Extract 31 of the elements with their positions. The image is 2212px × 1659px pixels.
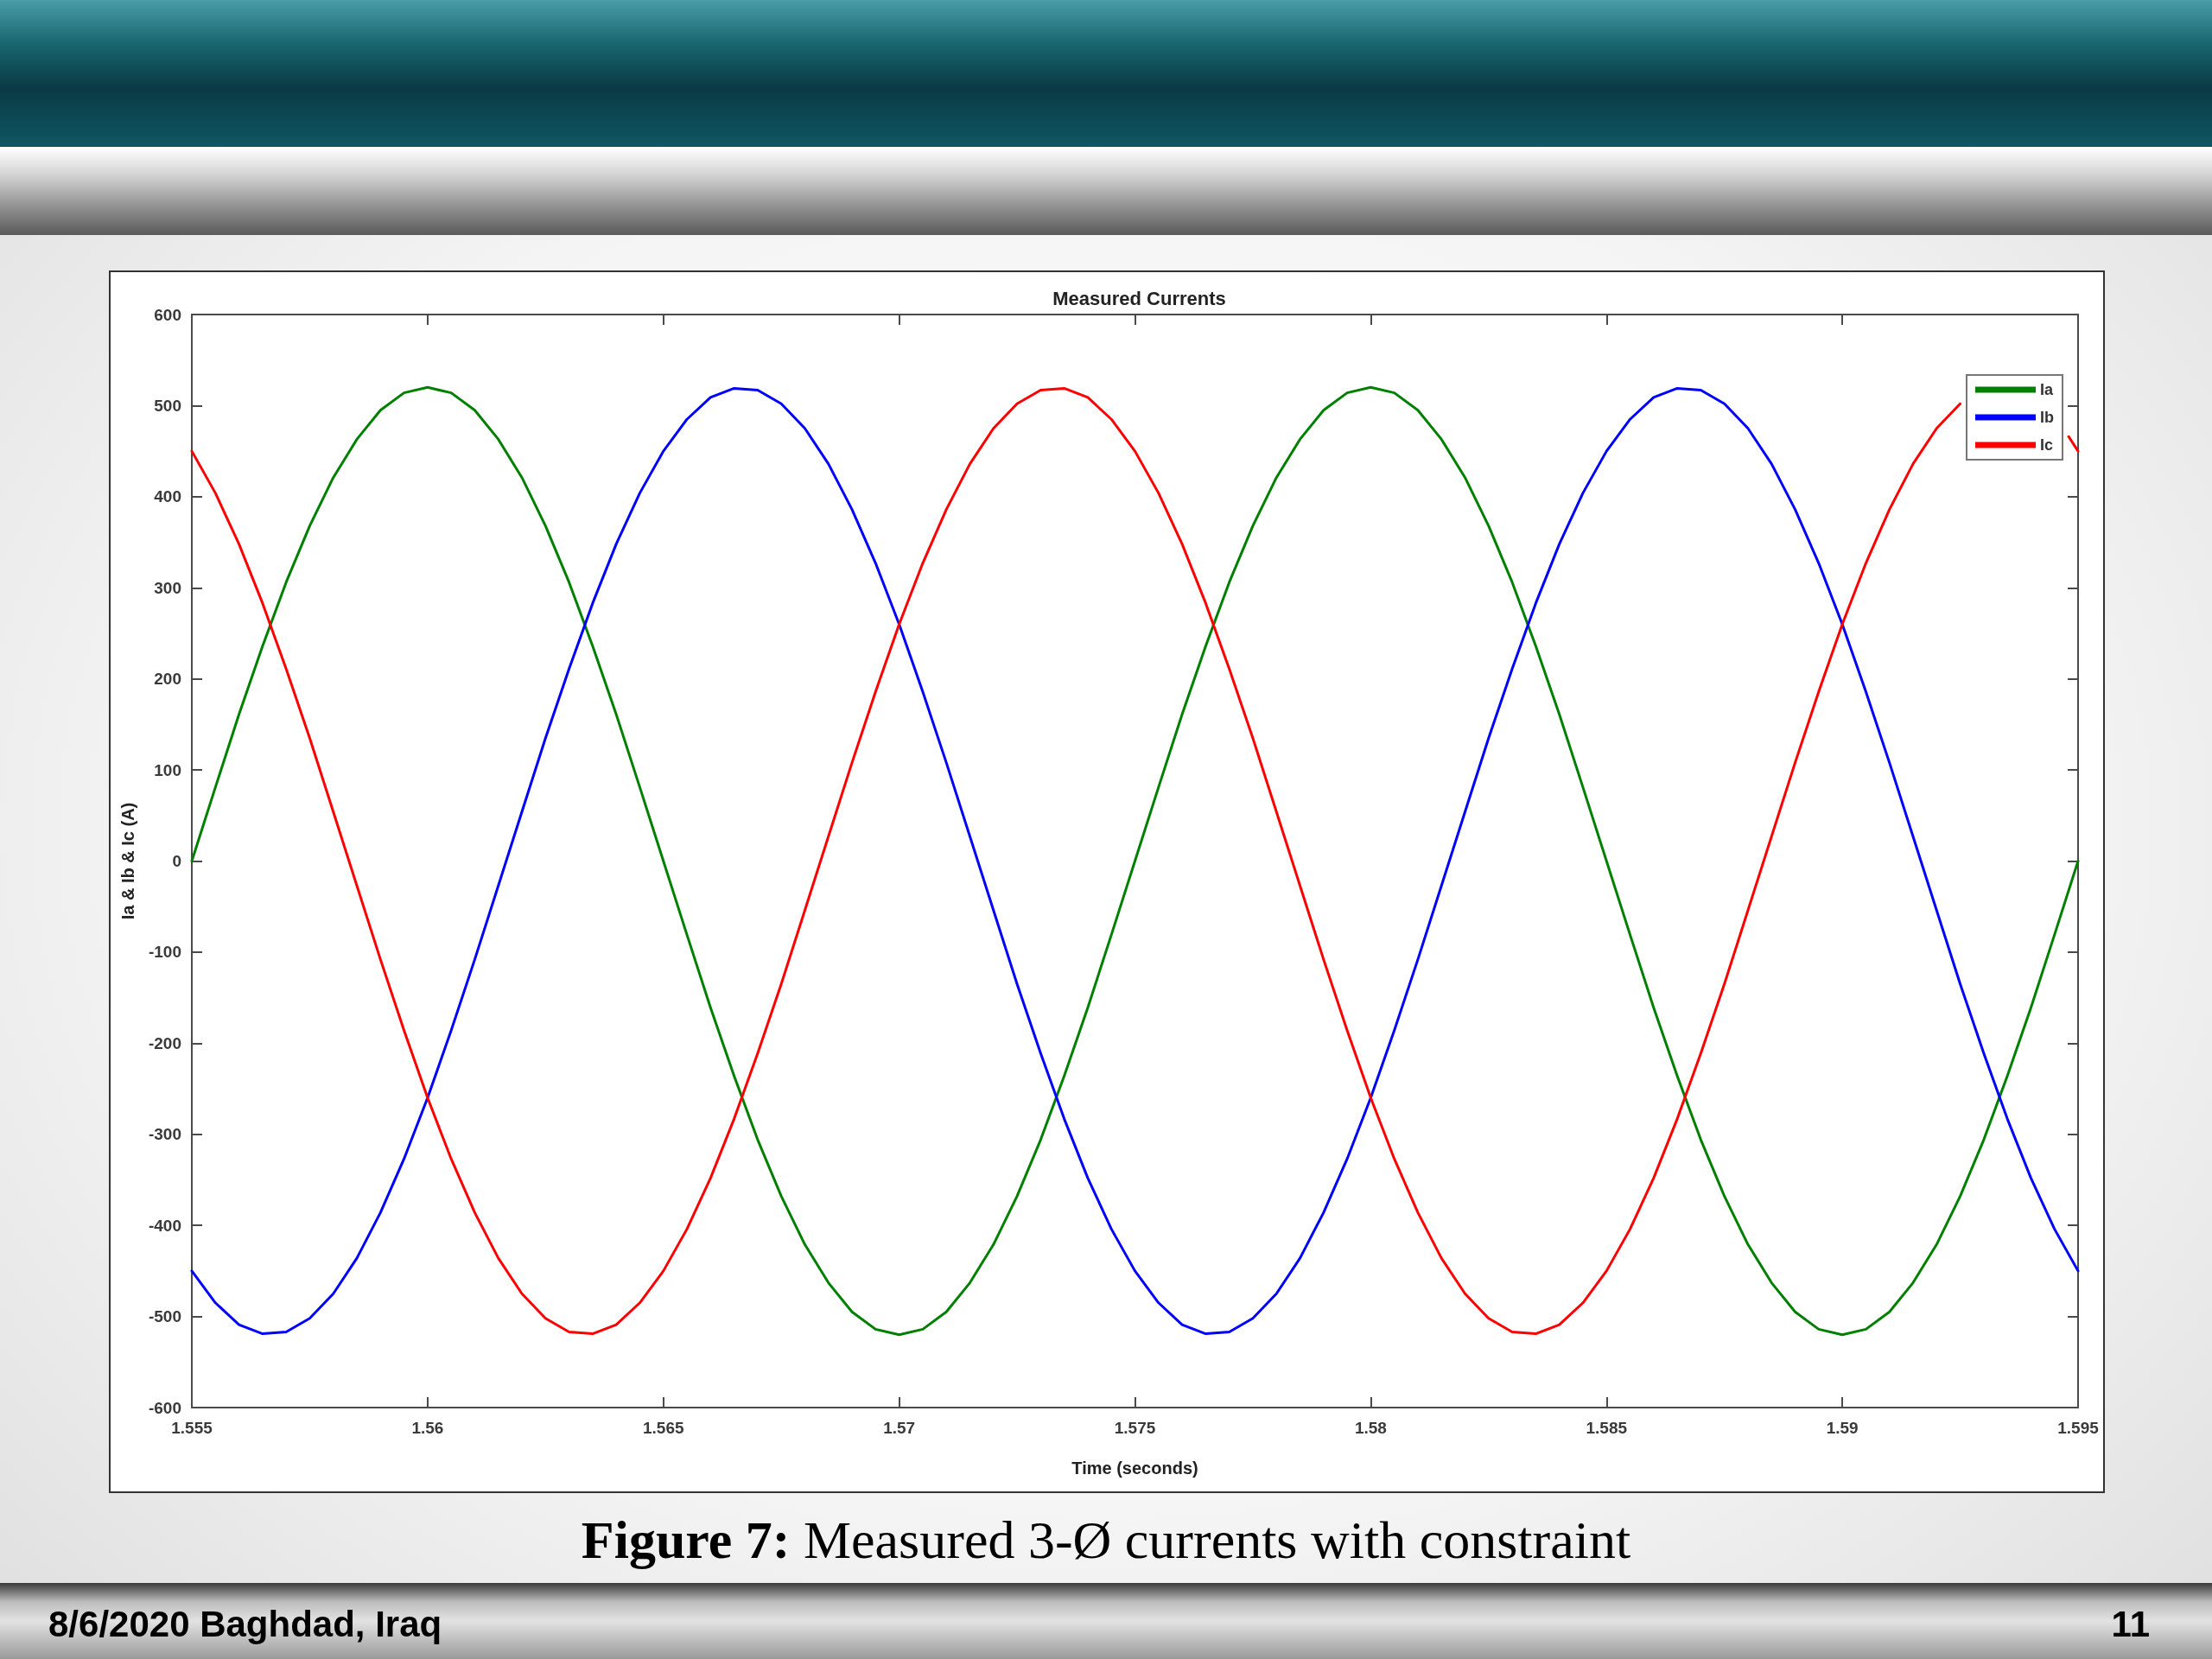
y-tick-label: -200 (148, 1033, 181, 1052)
x-tick-label: 1.575 (1114, 1419, 1156, 1437)
y-tick-label: -400 (148, 1216, 181, 1235)
x-tick-label: 1.59 (1826, 1419, 1859, 1437)
y-axis-title: Ia & Ib & Ic (A) (118, 802, 137, 920)
x-tick-label: 1.565 (642, 1419, 684, 1437)
x-axis-title: Time (seconds) (1071, 1459, 1198, 1478)
y-tick-label: -100 (148, 943, 181, 962)
x-tick-label: 1.57 (883, 1419, 916, 1437)
y-tick-label: 300 (154, 578, 181, 597)
x-tick-label: 1.585 (1586, 1419, 1628, 1437)
y-tick-label: 200 (154, 670, 181, 689)
legend-label: Ib (2040, 409, 2054, 426)
x-tick-label: 1.555 (171, 1419, 213, 1437)
caption: Figure 7: Measured 3-Ø currents with constraint (581, 1510, 1631, 1569)
x-tick-label: 1.58 (1354, 1419, 1387, 1437)
y-tick-label: -600 (148, 1398, 181, 1417)
y-tick-label: 0 (172, 852, 181, 870)
chart-title: Measured Currents (1052, 287, 1226, 309)
legend-label: Ia (2040, 381, 2054, 398)
x-tick-label: 1.56 (411, 1419, 444, 1437)
y-tick-label: 100 (154, 760, 181, 779)
x-tick-label: 1.595 (2057, 1419, 2100, 1437)
text: 8/6/2020 Baghdad, Iraq (48, 1604, 442, 1645)
y-tick-label: -500 (148, 1307, 181, 1326)
y-tick-label: 500 (154, 396, 181, 415)
text: 11 (2111, 1604, 2150, 1645)
y-tick-label: 400 (154, 487, 181, 506)
y-tick-label: 600 (154, 305, 181, 324)
y-tick-label: -300 (148, 1125, 181, 1144)
legend-label: Ic (2040, 436, 2054, 454)
